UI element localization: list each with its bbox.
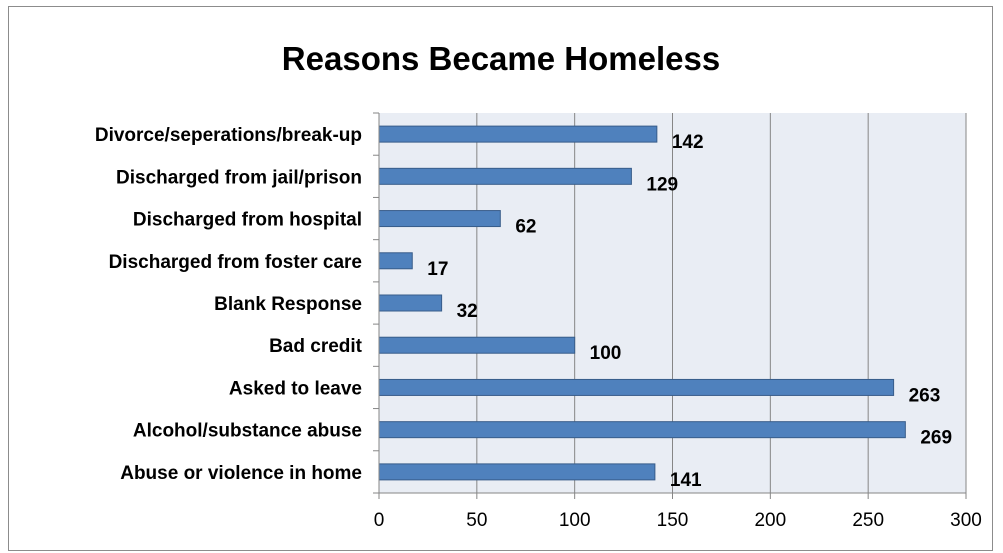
labels: 0 50 100 150 200 250 300 Divorce/seperations/br… xyxy=(95,125,982,531)
bar xyxy=(378,167,632,185)
data-label: 17 xyxy=(427,259,448,280)
category-label: Alcohol/substance abuse xyxy=(133,421,362,442)
bar xyxy=(378,210,501,228)
x-tick-label: 150 xyxy=(657,510,689,531)
bar xyxy=(378,378,895,396)
bar xyxy=(378,421,906,439)
chart-svg: 0 50 100 150 200 250 300 Divorce/seperations/br… xyxy=(95,40,982,531)
category-label: Blank Response xyxy=(214,294,362,315)
category-label: Asked to leave xyxy=(229,378,362,399)
axes xyxy=(373,112,967,499)
x-tick-label: 50 xyxy=(466,510,487,531)
data-label: 142 xyxy=(672,132,704,153)
category-label: Divorce/seperations/break-up xyxy=(95,125,362,146)
data-label: 263 xyxy=(909,385,941,406)
category-label: Abuse or violence in home xyxy=(120,463,362,484)
data-label: 129 xyxy=(646,174,678,195)
data-label: 100 xyxy=(590,343,622,364)
bar xyxy=(378,463,656,481)
chart-frame: 0 50 100 150 200 250 300 Divorce/seperations/br… xyxy=(8,6,993,551)
x-tick-label: 250 xyxy=(852,510,884,531)
x-tick-label: 300 xyxy=(950,510,982,531)
category-label: Bad credit xyxy=(269,336,363,357)
category-label: Discharged from hospital xyxy=(133,210,362,231)
category-label: Discharged from jail/prison xyxy=(116,167,362,188)
bar xyxy=(378,294,443,312)
data-label: 62 xyxy=(515,217,536,238)
bar xyxy=(378,252,413,270)
bar xyxy=(378,125,658,143)
chart-title: Reasons Became Homeless xyxy=(282,40,720,77)
bar xyxy=(378,336,576,354)
data-label: 269 xyxy=(920,428,952,449)
x-tick-label: 200 xyxy=(754,510,786,531)
data-label: 32 xyxy=(457,301,478,322)
x-tick-label: 0 xyxy=(374,510,385,531)
x-tick-label: 100 xyxy=(559,510,591,531)
category-label: Discharged from foster care xyxy=(109,252,362,273)
data-label: 141 xyxy=(670,470,702,491)
